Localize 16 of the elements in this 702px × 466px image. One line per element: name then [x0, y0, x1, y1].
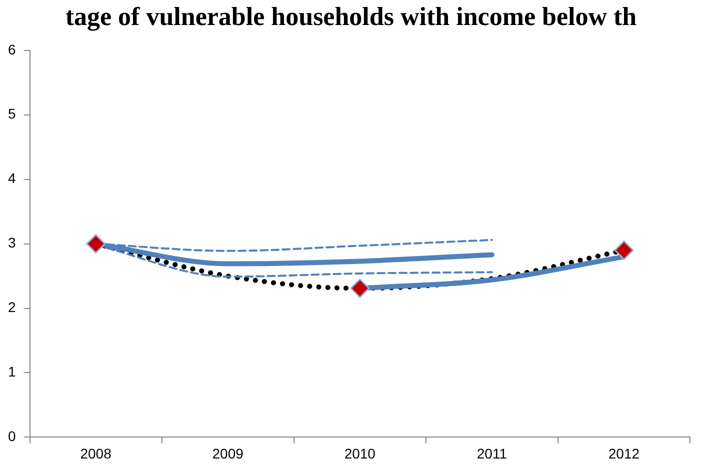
y-tick-label: 6 [8, 41, 16, 58]
y-tick-label: 0 [8, 428, 16, 444]
y-tick-label: 1 [8, 364, 16, 380]
point [86, 234, 106, 254]
chart-title: tage of vulnerable households with income below th [64, 1, 638, 33]
y-tick-label: 4 [8, 170, 16, 186]
x-tick-label: 2008 [80, 445, 112, 462]
y-tick-label: 5 [8, 106, 16, 122]
y-tick-label: 2 [8, 299, 16, 316]
x-tick-label: 2011 [476, 445, 508, 462]
y-tick-label: 3 [8, 234, 16, 251]
point [614, 240, 634, 260]
x-tick-label: 2012 [608, 445, 640, 462]
x-tick-label: 2009 [212, 445, 244, 462]
point [350, 278, 370, 298]
x-tick-label: 2010 [344, 445, 376, 462]
